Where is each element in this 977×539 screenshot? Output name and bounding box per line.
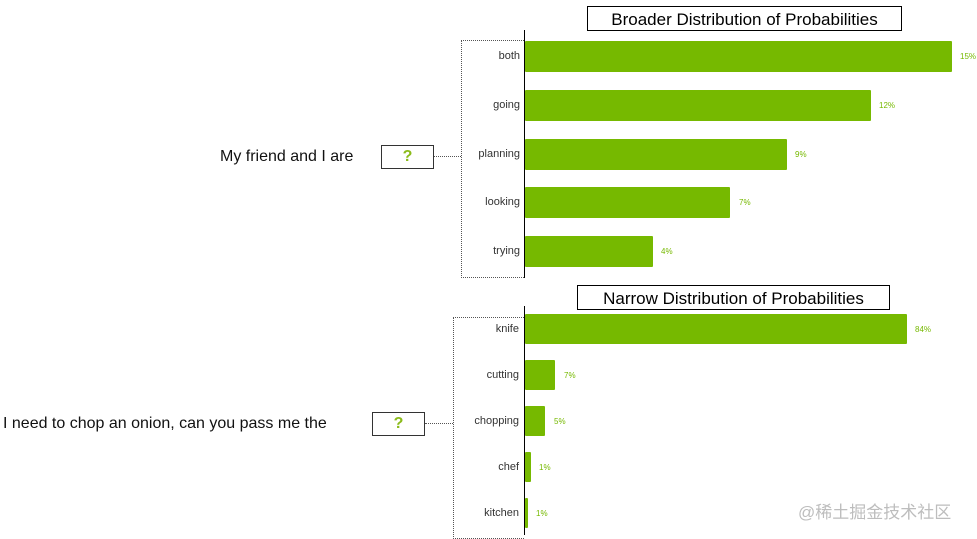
value-label: 84% — [915, 325, 932, 334]
value-label: 7% — [564, 371, 576, 380]
category-label: going — [493, 99, 520, 111]
value-label: 15% — [960, 52, 977, 61]
value-label: 12% — [879, 101, 896, 110]
bar — [525, 406, 545, 436]
bottom-blank-token-box: ? — [372, 412, 425, 436]
top-blank-token-box: ? — [381, 145, 434, 169]
bottom-sentence-text: I need to chop an onion, can you pass me… — [3, 415, 327, 432]
value-label: 5% — [554, 417, 566, 426]
bar — [525, 41, 952, 72]
category-label: kitchen — [484, 507, 519, 519]
category-label: looking — [485, 196, 520, 208]
category-label: chopping — [474, 415, 519, 427]
category-label: chef — [498, 461, 519, 473]
value-label: 4% — [661, 247, 673, 256]
bar — [525, 139, 787, 170]
bar — [525, 236, 653, 267]
bottom-chart-axis — [524, 306, 525, 535]
category-label: cutting — [486, 369, 519, 381]
category-label: knife — [495, 323, 519, 335]
watermark: @稀土掘金技术社区 — [798, 503, 952, 522]
category-label: trying — [493, 245, 520, 257]
bottom-chart-title: Narrow Distribution of Probabilities — [577, 285, 890, 310]
bar — [525, 314, 907, 344]
value-label: 7% — [739, 198, 751, 207]
top-bracket — [461, 40, 524, 278]
top-chart-title: Broader Distribution of Probabilities — [587, 6, 902, 31]
top-chart-axis — [524, 30, 525, 278]
category-label: planning — [478, 148, 520, 160]
top-sentence-text: My friend and I are — [220, 148, 354, 165]
bar — [525, 360, 555, 390]
value-label: 1% — [536, 509, 548, 518]
category-label: both — [498, 50, 520, 62]
value-label: 9% — [795, 150, 807, 159]
bar — [525, 90, 871, 121]
top-connector-line — [434, 156, 461, 157]
bar — [525, 452, 531, 482]
bar — [525, 187, 730, 218]
bar — [525, 498, 528, 528]
bottom-connector-line — [425, 423, 453, 424]
value-label: 1% — [539, 463, 551, 472]
